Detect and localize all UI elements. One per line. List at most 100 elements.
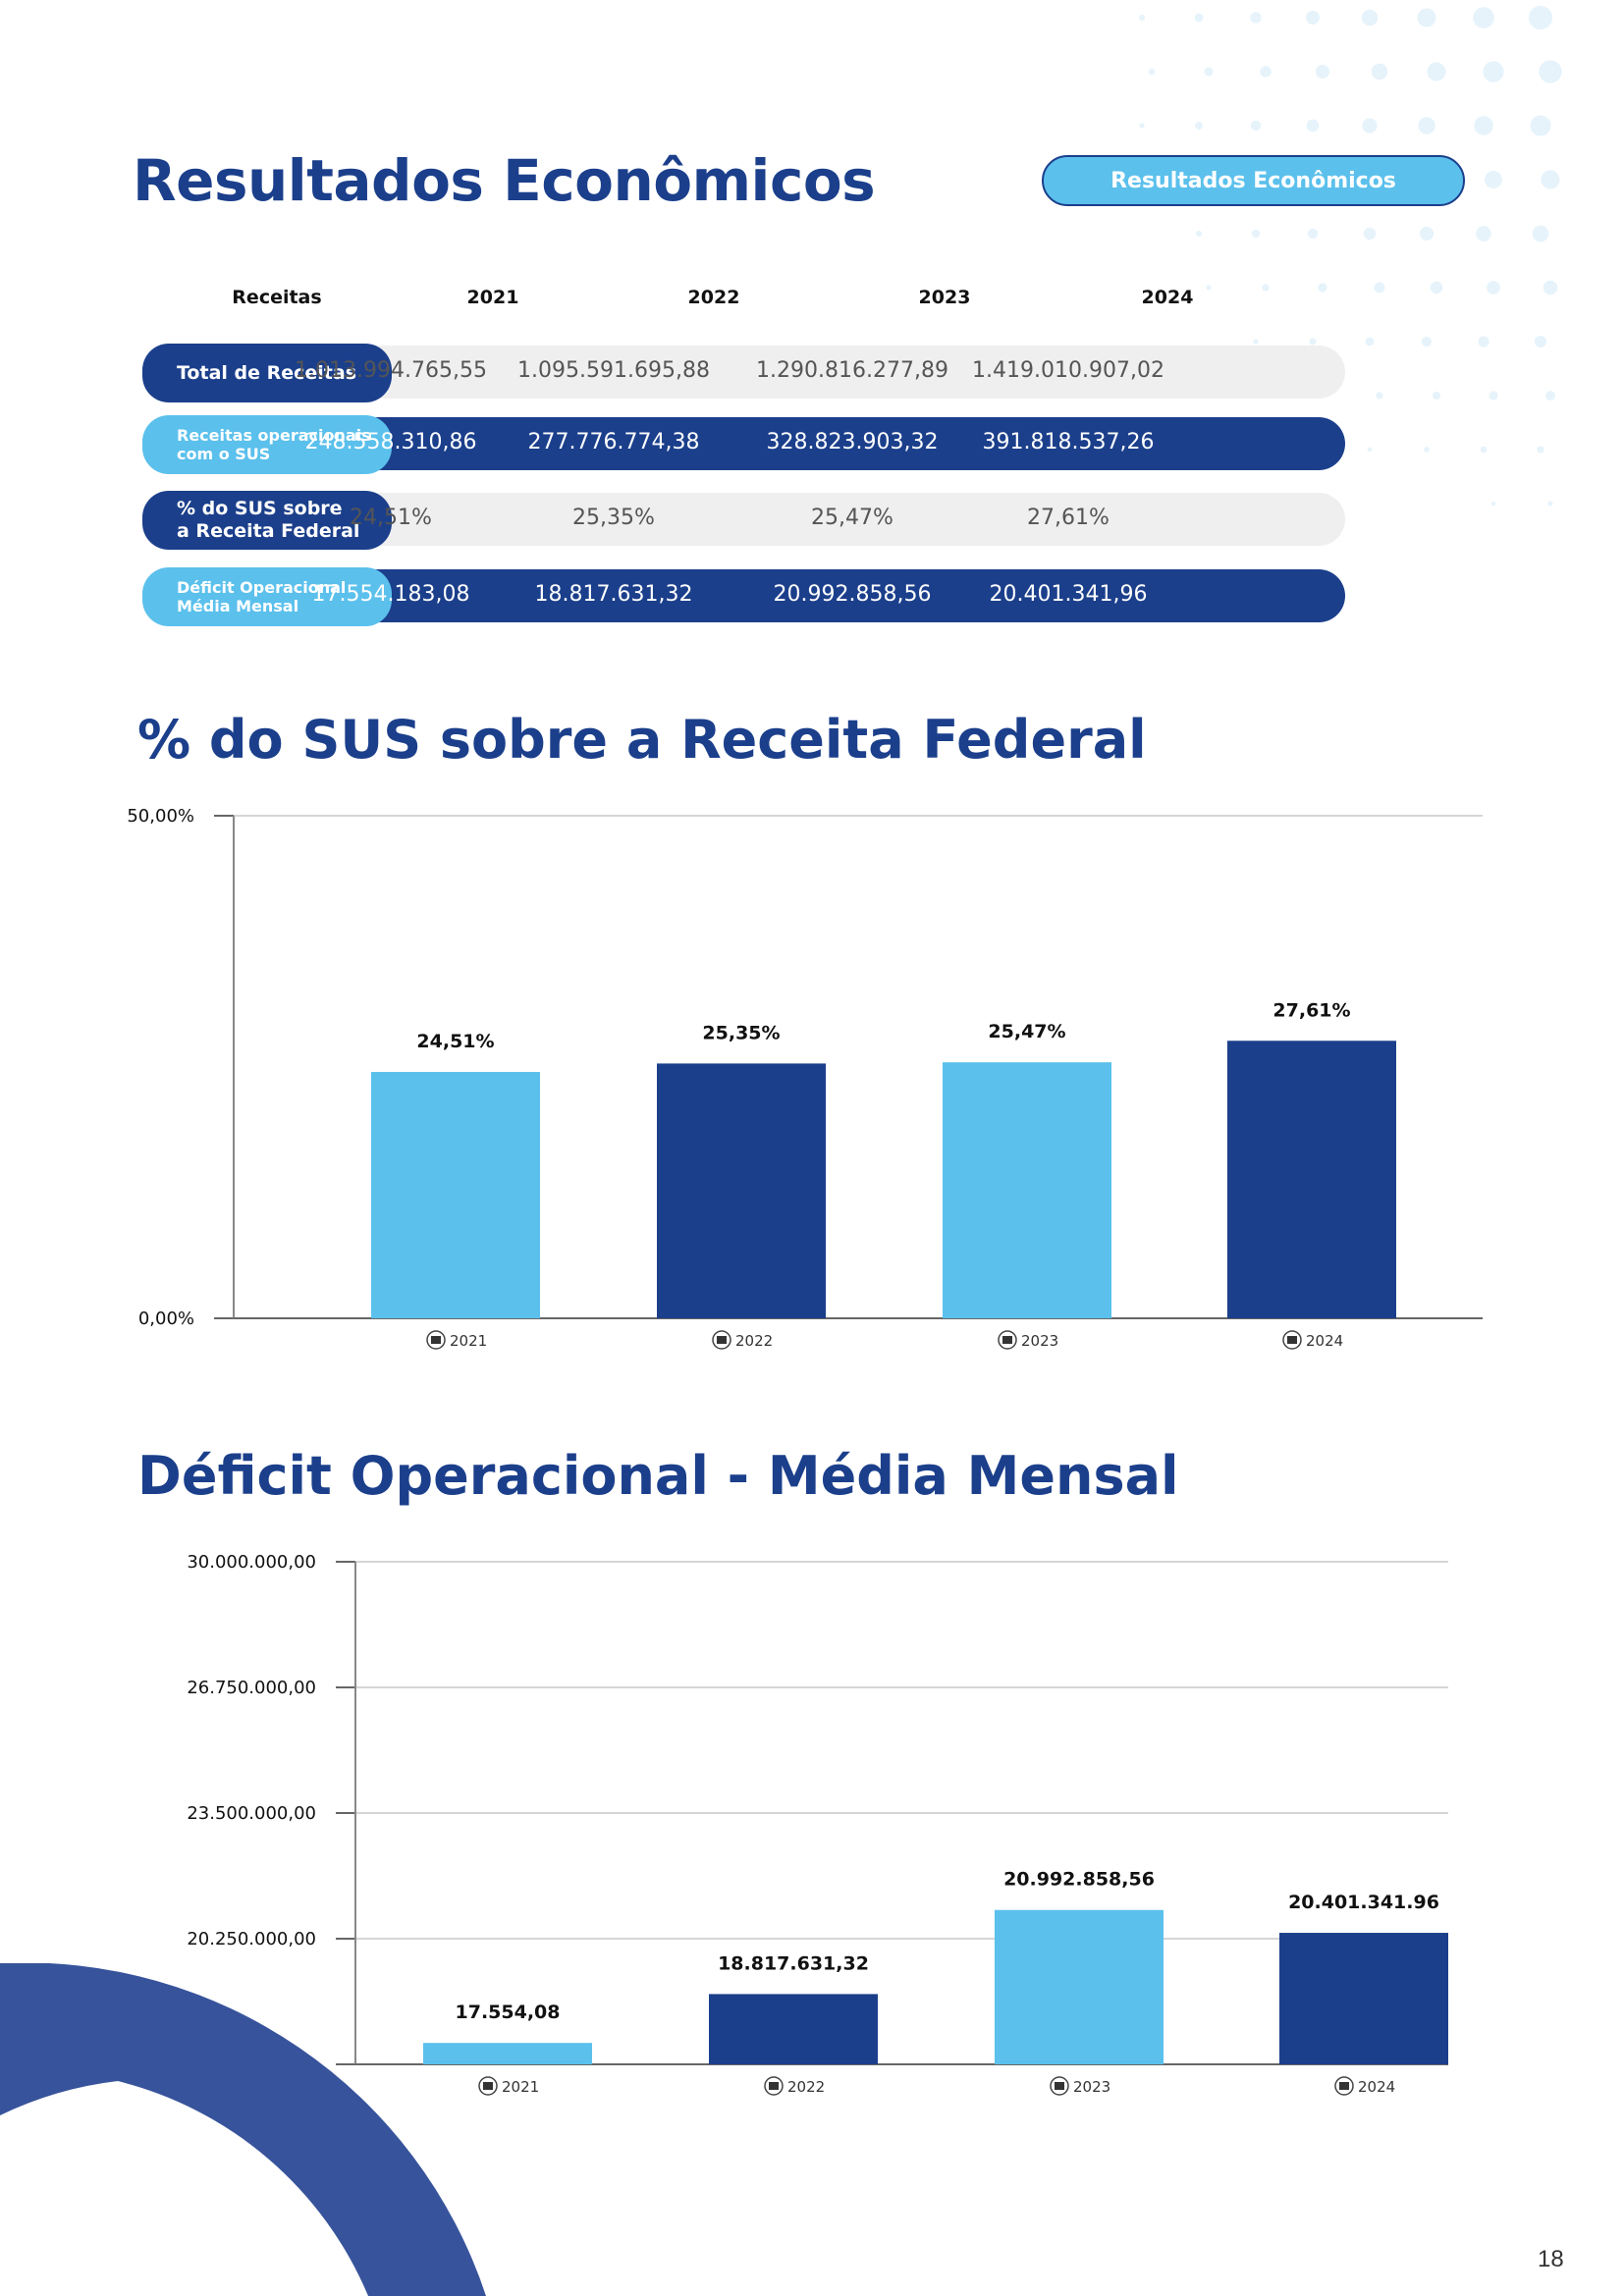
decoration-dot [1473, 7, 1494, 28]
bar-2023 [995, 1909, 1164, 2064]
table-row-label: Receitas operacionais com o SUS [142, 415, 392, 474]
decoration-dot [1138, 14, 1146, 22]
decoration-dot [1251, 229, 1261, 239]
decoration-dot [1374, 282, 1385, 294]
decoration-dot [1307, 228, 1319, 240]
decoration-dot [1474, 116, 1493, 135]
x-tick-label: 2024 [1306, 1332, 1343, 1350]
x-tick-label: 2023 [1021, 1332, 1058, 1350]
x-tick-label: 2021 [502, 2078, 539, 2096]
table-row-label: Total de Receitas [142, 344, 392, 402]
decoration-dot [1306, 11, 1320, 25]
data-label: 25,35% [702, 1022, 780, 1043]
table-column-header: 2022 [687, 287, 740, 308]
decoration-dot [1139, 123, 1145, 129]
decoration-dot [1262, 284, 1270, 292]
chart-sus-percentage: 0,00% 50,00% 24,51% 2021 25,35% 2022 25,47% 202… [127, 806, 1483, 1350]
decorative-dot-pattern [1138, 5, 1562, 507]
bar-2022 [657, 1063, 826, 1318]
data-label: 20.401.341.96 [1288, 1892, 1439, 1913]
decoration-dot [1543, 280, 1558, 295]
decoration-dot [1260, 66, 1272, 78]
calendar-icon [1334, 2076, 1354, 2096]
decoration-dot [1367, 447, 1373, 453]
decoration-dot [1534, 335, 1547, 348]
decoration-dot [1476, 226, 1491, 241]
decoration-dot [1253, 339, 1259, 345]
decoration-dot [1316, 65, 1329, 79]
decoration-dot [1148, 68, 1156, 76]
decoration-dot [1545, 391, 1555, 400]
calendar-icon [1050, 2076, 1069, 2096]
chart-deficit-monthly: 17.000.000,0020.250.000,0023.500.000,002… [187, 1552, 1448, 2096]
chart-title-deficit: Déficit Operacional - Média Mensal [137, 1445, 1179, 1507]
table-cell: 1.419.010.907,02 [972, 358, 1164, 383]
table-cell: 25,47% [811, 506, 893, 530]
table-row-label-line: com o SUS [177, 445, 271, 463]
calendar-icon [478, 2076, 498, 2096]
calendar-icon [764, 2076, 784, 2096]
table-cell: 277.776.774,38 [527, 430, 700, 454]
data-label: 18.817.631,32 [718, 1952, 869, 1974]
decoration-dot [1195, 230, 1203, 238]
table-column-header: Receitas [232, 287, 322, 308]
decoration-dot [1427, 62, 1446, 81]
y-tick-label: 30.000.000,00 [187, 1552, 316, 1573]
table-cell: 17.554.183,08 [311, 582, 470, 607]
decoration-dot [1417, 8, 1436, 27]
data-label: 25,47% [988, 1021, 1065, 1042]
page-number: 18 [1538, 2246, 1564, 2272]
bar-2021 [423, 2043, 592, 2064]
decoration-dot [1362, 118, 1378, 133]
calendar-icon [712, 1330, 731, 1350]
table-row-label-line: Total de Receitas [177, 361, 357, 384]
decoration-dot [1363, 227, 1377, 240]
x-tick-label: 2024 [1358, 2078, 1395, 2096]
x-tick-label: 2021 [450, 1332, 487, 1350]
bar-2022 [709, 1994, 878, 2064]
decoration-dot [1419, 226, 1435, 241]
page-title: Resultados Econômicos [133, 147, 876, 214]
decoration-dot [1204, 67, 1214, 77]
table-column-header: 2021 [466, 287, 519, 308]
y-tick-label: 0,00% [138, 1308, 194, 1329]
y-tick-label: 50,00% [127, 806, 194, 827]
decoration-dot [1489, 391, 1498, 400]
decoration-dot [1371, 63, 1388, 80]
y-tick-label: 26.750.000,00 [187, 1678, 316, 1698]
decoration-dot [1480, 446, 1488, 454]
table-cell: 1.013.994.765,55 [295, 358, 487, 383]
x-tick-label: 2022 [735, 1332, 773, 1350]
table-cell: 1.290.816.277,89 [756, 358, 948, 383]
bar-2024 [1227, 1041, 1396, 1318]
y-tick-label: 20.250.000,00 [187, 1929, 316, 1949]
data-label: 24,51% [416, 1031, 494, 1052]
decoration-dot [1250, 12, 1262, 24]
x-tick-label: 2023 [1073, 2078, 1110, 2096]
decoration-dot [1541, 170, 1560, 189]
data-label: 17.554,08 [456, 2002, 561, 2023]
table-cell: 24,51% [350, 506, 432, 530]
decoration-dot [1478, 336, 1489, 347]
table-row-label-line: Média Mensal [177, 597, 299, 615]
decoration-dot [1537, 446, 1544, 454]
decoration-dot [1365, 337, 1375, 347]
table-row-label-line: Receitas operacionais [177, 425, 371, 445]
decoration-dot [1539, 60, 1562, 83]
decoration-dot [1487, 281, 1500, 294]
calendar-icon [1282, 1330, 1302, 1350]
decoration-dot [1547, 501, 1553, 507]
decoration-dot [1194, 13, 1204, 23]
decoration-dot [1318, 283, 1327, 293]
decoration-dot [1432, 391, 1441, 400]
decoration-dot [1430, 281, 1443, 294]
bar-2023 [943, 1062, 1111, 1318]
table-row-label-line: a Receita Federal [177, 520, 360, 542]
table-column-header: 2024 [1141, 287, 1194, 308]
decoration-dot [1421, 336, 1433, 347]
decoration-dot [1530, 115, 1551, 136]
table-row-label-line: % do SUS sobre [177, 498, 343, 520]
decoration-dot [1424, 447, 1430, 453]
data-label: 27,61% [1272, 999, 1350, 1021]
table-row-label: % do SUS sobre a Receita Federal [142, 491, 392, 550]
